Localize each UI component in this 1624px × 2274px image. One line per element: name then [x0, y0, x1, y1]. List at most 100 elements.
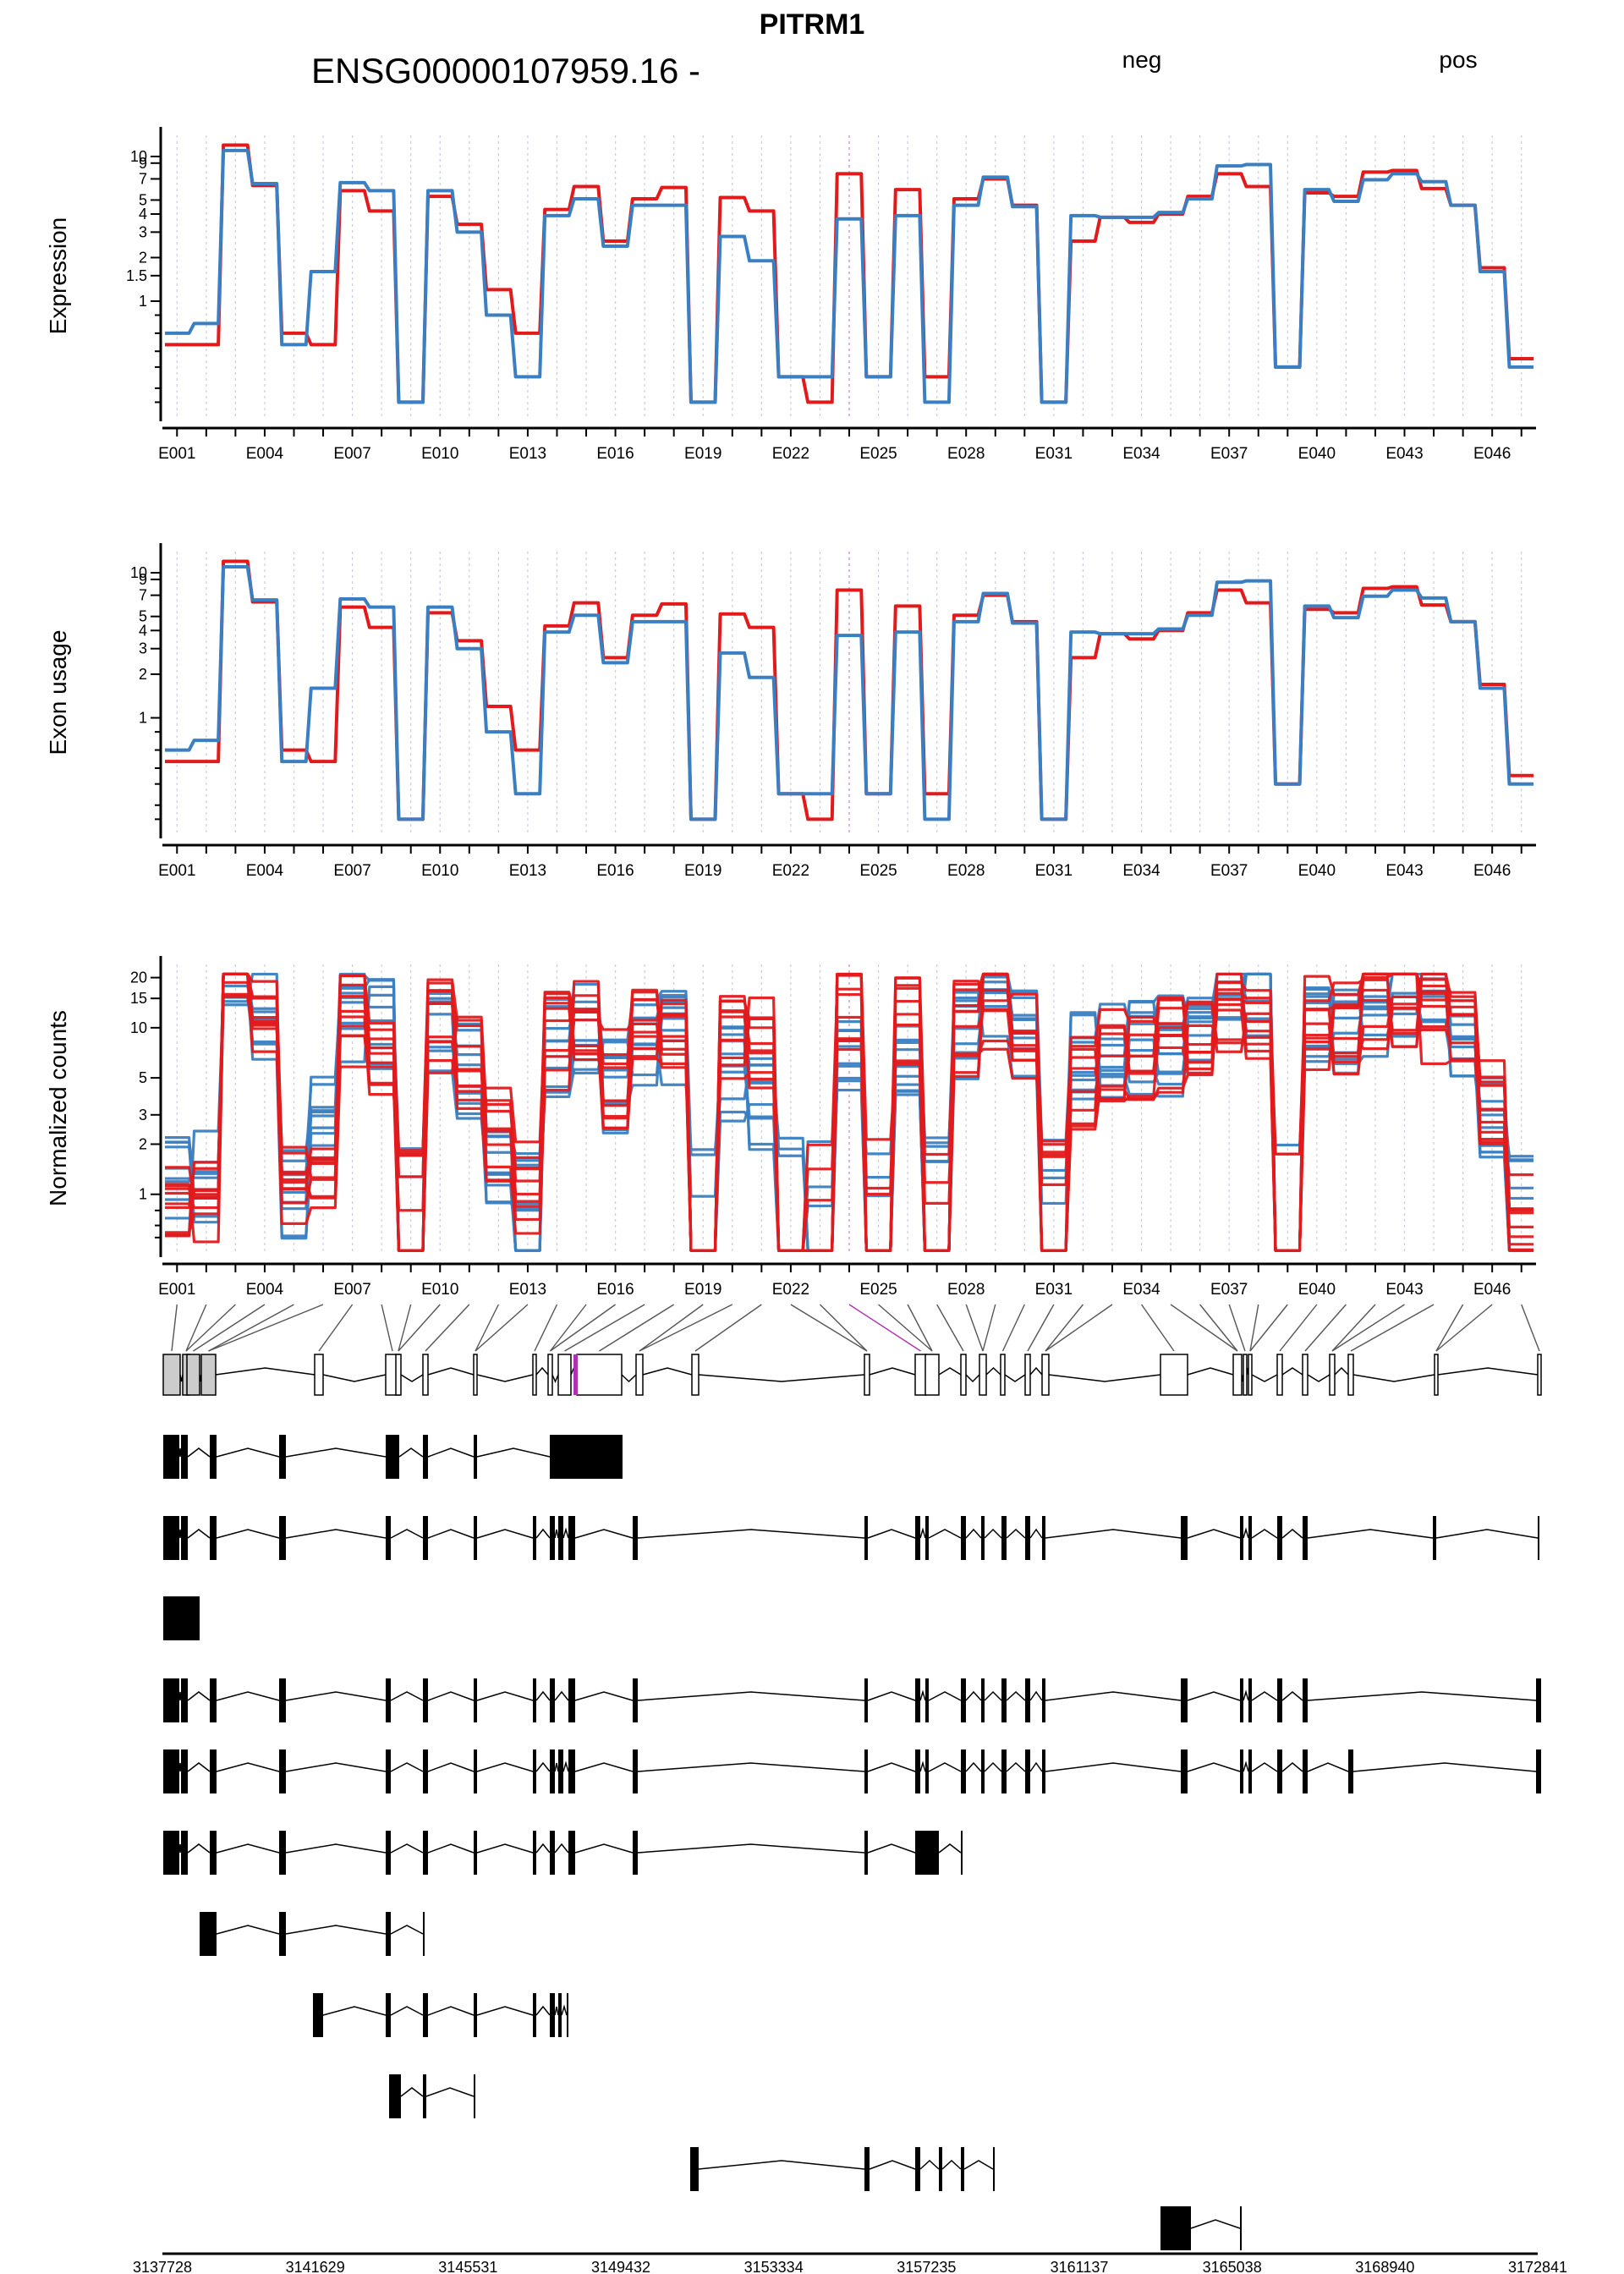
- connector-line: [425, 1304, 470, 1352]
- transcript-intron: [1006, 1690, 1026, 1701]
- intron-line: [985, 1366, 1001, 1376]
- transcript-exon: [961, 1749, 966, 1793]
- transcript-exon: [163, 1516, 179, 1560]
- intron-line: [551, 1374, 559, 1383]
- transcript-exon: [915, 1831, 939, 1875]
- transcript-intron: [1281, 1529, 1303, 1539]
- transcript-intron: [554, 1529, 559, 1539]
- normalized-counts-panel: 1 2 3 5 10 15 20 Normalized counts E001 E004 E007 E…: [45, 956, 1536, 1299]
- transcript-intron: [285, 1843, 387, 1854]
- transcript-intron: [1281, 1762, 1303, 1772]
- exon-bin: [422, 1354, 429, 1396]
- connector-line: [848, 1304, 921, 1352]
- transcript-exon: [1538, 1516, 1539, 1560]
- transcript-exon: [163, 1596, 179, 1640]
- transcript-exon: [925, 1749, 929, 1793]
- x-tick-label: E043: [1385, 445, 1423, 463]
- connector-line: [185, 1304, 207, 1352]
- transcript-exon: [1348, 1749, 1353, 1793]
- transcript-exon: [568, 1678, 575, 1722]
- legend-neg: neg: [1122, 47, 1162, 73]
- x-tick-label: E028: [947, 862, 985, 880]
- y-tick-label: 4: [139, 622, 147, 639]
- transcript-exon: [163, 1831, 179, 1875]
- connector-line: [185, 1304, 236, 1352]
- connector-line: [318, 1304, 354, 1352]
- y-tick-label: 5: [139, 608, 147, 625]
- intron-line: [1281, 1367, 1303, 1376]
- transcript-exon: [279, 1912, 286, 1956]
- transcript-exon: [181, 1435, 188, 1479]
- x-tick-label: E013: [509, 862, 546, 880]
- transcript-intron: [1045, 1691, 1182, 1701]
- transcript-exon: [474, 2074, 475, 2118]
- transcript-intron: [984, 1690, 1002, 1701]
- x-tick-label: E013: [509, 1281, 546, 1299]
- transcript-exon: [181, 1749, 188, 1793]
- coord-tick-label: 3157235: [897, 2259, 956, 2274]
- exon-connector-lines: [171, 1304, 1540, 1352]
- transcript-exon: [568, 1516, 575, 1560]
- x-tick-label: E040: [1298, 862, 1336, 880]
- exon-bin: [1329, 1354, 1336, 1396]
- x-tick-label: E010: [421, 1281, 458, 1299]
- intron-line: [322, 1374, 387, 1382]
- transcript-exon: [1042, 1749, 1045, 1793]
- exon-bin: [1248, 1354, 1253, 1396]
- transcript-exon: [210, 1831, 217, 1875]
- y-tick-label: 10: [130, 564, 147, 581]
- transcript-intron: [1307, 1762, 1349, 1772]
- transcript-intron: [1029, 1528, 1043, 1539]
- transcript-intron: [574, 1691, 634, 1701]
- transcript-intron: [1029, 1761, 1043, 1772]
- transcript-exon: [474, 1678, 477, 1722]
- transcript-exon: [386, 1749, 391, 1793]
- transcript-intron: [1243, 1527, 1249, 1539]
- connector-line: [907, 1304, 933, 1352]
- x-tick-label: E001: [158, 445, 195, 463]
- transcript-exon: [1181, 1678, 1188, 1722]
- transcript-exon: [915, 2147, 920, 2191]
- transcript-intron: [476, 1447, 551, 1458]
- x-tick-label: E028: [947, 445, 985, 463]
- coord-tick-label: 3168940: [1355, 2259, 1414, 2274]
- transcript-intron: [390, 1762, 424, 1772]
- transcript-intron: [216, 1691, 280, 1701]
- exon-bin: [200, 1354, 217, 1396]
- gene-title: PITRM1: [760, 8, 865, 41]
- transcript-intron: [216, 1447, 280, 1458]
- transcript-intron: [285, 1691, 387, 1701]
- connector-line: [1045, 1304, 1084, 1352]
- connector-line: [1331, 1304, 1376, 1352]
- x-tick-label: E043: [1385, 1281, 1423, 1299]
- x-tick-label: E016: [596, 445, 634, 463]
- y-tick-label: 9: [139, 155, 147, 172]
- connector-line: [982, 1304, 996, 1352]
- x-tick-label: E016: [596, 1281, 634, 1299]
- transcript: [200, 1912, 425, 1956]
- transcript-intron: [1243, 1760, 1249, 1772]
- connector-line: [965, 1304, 984, 1352]
- transcript-intron: [562, 1527, 569, 1539]
- transcript-exon: [981, 1516, 985, 1560]
- transcript-intron: [390, 1529, 424, 1539]
- transcript-intron: [574, 1843, 634, 1854]
- exon-bin: [395, 1354, 402, 1396]
- transcript-exon: [200, 1912, 217, 1956]
- exon-bin: [473, 1354, 478, 1396]
- y-tick-label: 2: [139, 249, 147, 266]
- x-tick-label: E034: [1122, 445, 1160, 463]
- transcript-intron: [476, 1691, 534, 1701]
- x-tick-label: E004: [246, 1281, 284, 1299]
- transcript-exon: [1240, 1678, 1243, 1722]
- transcript-exon: [279, 1831, 286, 1875]
- coord-tick-label: 3137728: [133, 2259, 192, 2274]
- transcript: [313, 1993, 568, 2037]
- exon-bin: [1000, 1354, 1006, 1396]
- transcript-exon: [864, 1749, 868, 1793]
- exon-bin: [1434, 1354, 1439, 1396]
- transcript-exon: [925, 1516, 929, 1560]
- transcript-exon: [386, 1993, 391, 2037]
- connector-line: [549, 1304, 587, 1352]
